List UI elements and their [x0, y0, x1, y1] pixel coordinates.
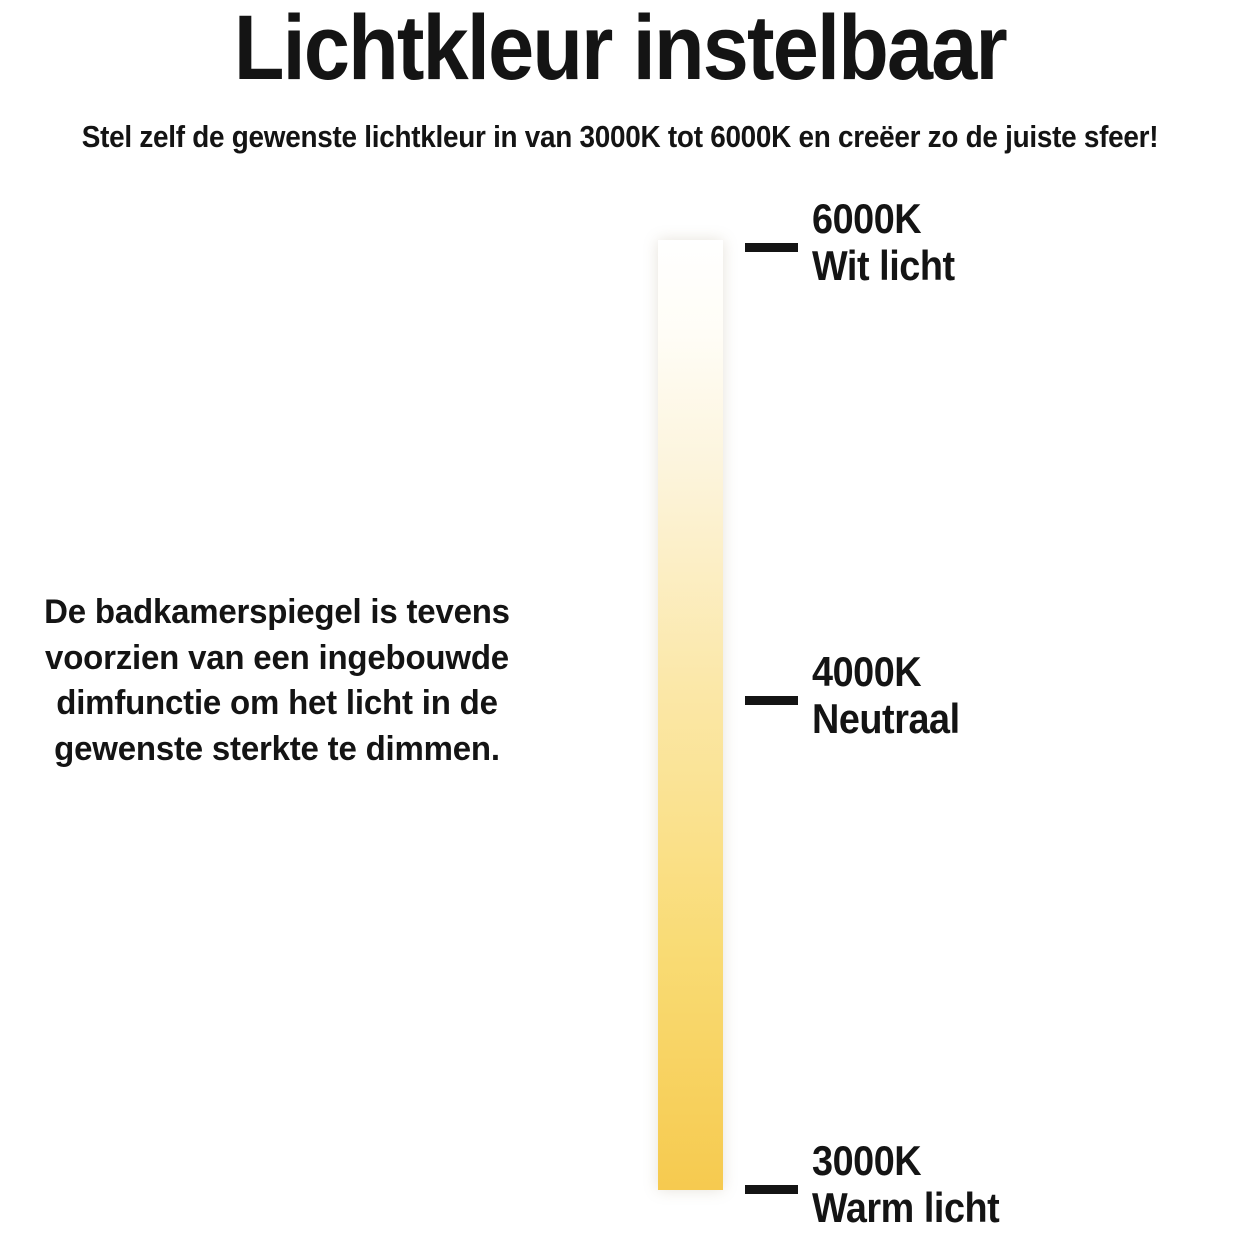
- tick-mark-4000k: [745, 696, 798, 705]
- light-type-label: Warm licht: [812, 1184, 1000, 1231]
- description-line: voorzien van een ingebouwde: [45, 638, 509, 677]
- tick-mark-3000k: [745, 1185, 798, 1194]
- light-type-label: Wit licht: [812, 242, 955, 289]
- description-line: gewenste sterkte te dimmen.: [54, 729, 500, 768]
- page-title: Lichtkleur instelbaar: [0, 2, 1240, 94]
- page-title-text: Lichtkleur instelbaar: [233, 0, 1008, 99]
- kelvin-label: 4000K: [812, 648, 922, 695]
- light-type-label: Neutraal: [812, 695, 960, 742]
- temperature-gradient-bar: [658, 240, 723, 1190]
- page-subtitle: Stel zelf de gewenste lichtkleur in van …: [0, 118, 1240, 155]
- kelvin-label: 3000K: [812, 1137, 922, 1184]
- page-subtitle-text: Stel zelf de gewenste lichtkleur in van …: [81, 119, 1159, 154]
- kelvin-label: 6000K: [812, 195, 922, 242]
- tick-mark-6000k: [745, 243, 798, 252]
- description-line: De badkamerspiegel is tevens: [44, 593, 510, 631]
- marker-6000k-labels: 6000K Wit licht: [812, 195, 955, 289]
- description-paragraph: De badkamerspiegel is tevens voorzien va…: [24, 590, 530, 772]
- marker-4000k-labels: 4000K Neutraal: [812, 648, 960, 742]
- marker-3000k-labels: 3000K Warm licht: [812, 1137, 1000, 1231]
- description-line: dimfunctie om het licht in de: [56, 684, 498, 722]
